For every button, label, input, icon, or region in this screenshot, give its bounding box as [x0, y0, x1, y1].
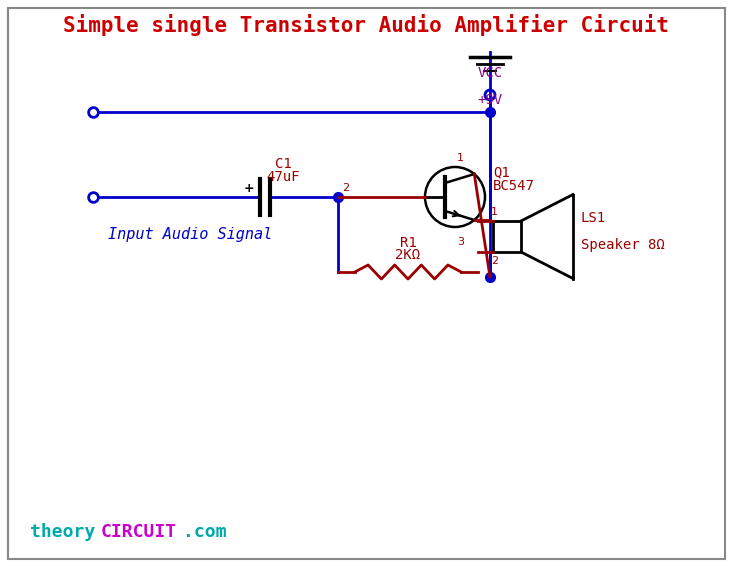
Text: 3: 3	[457, 237, 464, 247]
Text: VCC: VCC	[477, 66, 503, 80]
Text: theory: theory	[30, 523, 95, 541]
Text: 2: 2	[342, 183, 349, 193]
Text: R1: R1	[399, 236, 416, 250]
Text: C1: C1	[275, 157, 292, 171]
Text: BC547: BC547	[493, 179, 535, 193]
Text: LS1: LS1	[581, 210, 606, 225]
Text: Q1: Q1	[493, 165, 509, 179]
Text: CIRCUIT: CIRCUIT	[101, 523, 177, 541]
Bar	[493, 221, 521, 252]
Text: +: +	[243, 183, 254, 196]
Text: .com: .com	[183, 523, 226, 541]
Text: Input Audio Signal: Input Audio Signal	[108, 227, 272, 243]
Text: 1: 1	[491, 207, 498, 217]
Text: 2KΩ: 2KΩ	[395, 248, 421, 262]
Text: +9V: +9V	[477, 93, 503, 107]
Text: 1: 1	[457, 153, 464, 163]
Text: Simple single Transistor Audio Amplifier Circuit: Simple single Transistor Audio Amplifier…	[63, 14, 669, 36]
Text: 47uF: 47uF	[266, 170, 300, 184]
Text: 2: 2	[491, 256, 498, 266]
Text: Speaker 8Ω: Speaker 8Ω	[581, 239, 665, 252]
